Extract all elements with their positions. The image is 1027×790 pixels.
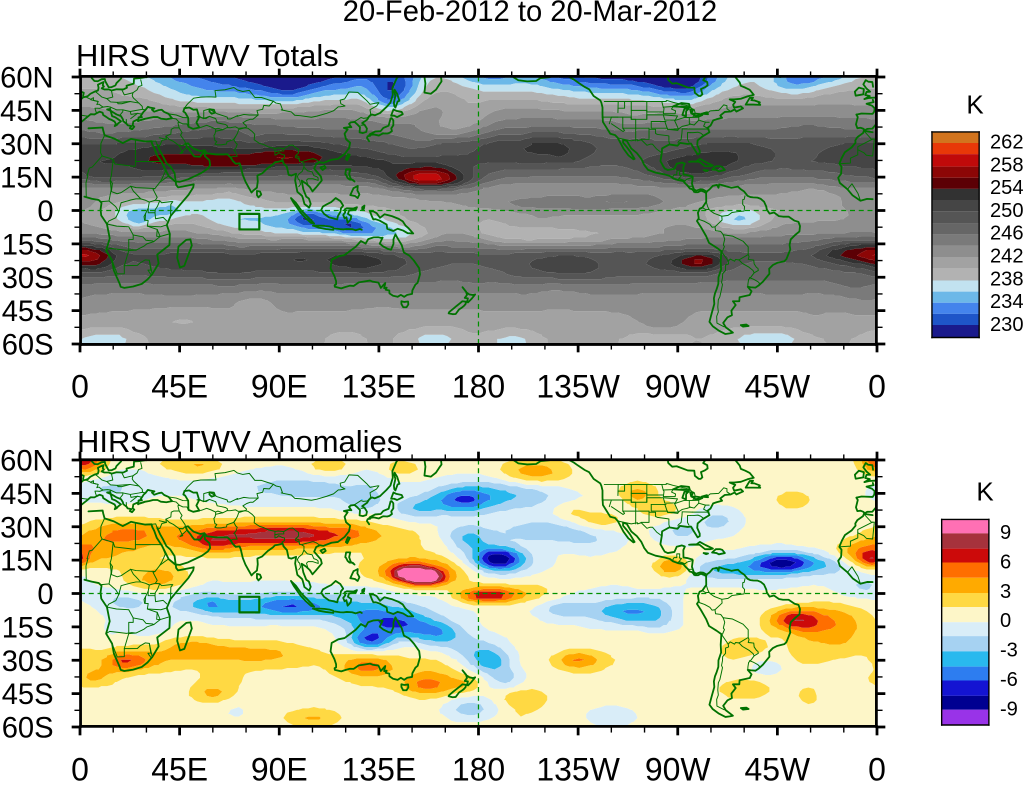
- svg-text:180: 180: [452, 752, 505, 785]
- svg-text:90W: 90W: [645, 752, 712, 785]
- svg-text:234: 234: [990, 291, 1024, 313]
- svg-text:258: 258: [990, 154, 1024, 176]
- svg-text:15N: 15N: [0, 163, 54, 195]
- svg-text:60N: 60N: [0, 446, 54, 478]
- svg-text:30N: 30N: [0, 129, 54, 161]
- svg-text:250: 250: [990, 200, 1024, 222]
- svg-text:6: 6: [1000, 551, 1011, 573]
- svg-text:HIRS UTWV Anomalies: HIRS UTWV Anomalies: [77, 424, 402, 459]
- svg-text:262: 262: [990, 132, 1024, 154]
- svg-text:90E: 90E: [251, 752, 308, 785]
- svg-text:15S: 15S: [2, 612, 54, 644]
- svg-text:30S: 30S: [2, 646, 54, 678]
- svg-text:15N: 15N: [0, 546, 54, 578]
- svg-text:45W: 45W: [745, 369, 812, 405]
- svg-text:HIRS UTWV Totals: HIRS UTWV Totals: [76, 38, 339, 73]
- svg-text:254: 254: [990, 177, 1024, 199]
- svg-text:-3: -3: [1000, 640, 1018, 662]
- svg-text:60N: 60N: [0, 63, 54, 95]
- svg-text:-6: -6: [1000, 669, 1018, 691]
- svg-text:246: 246: [990, 223, 1024, 245]
- svg-text:9: 9: [1000, 522, 1011, 544]
- svg-text:242: 242: [990, 245, 1024, 267]
- svg-text:45E: 45E: [151, 369, 208, 405]
- svg-text:-9: -9: [1000, 698, 1018, 720]
- svg-text:135W: 135W: [536, 752, 620, 785]
- svg-text:45S: 45S: [2, 296, 54, 328]
- svg-text:0: 0: [1000, 610, 1011, 632]
- svg-text:45N: 45N: [0, 96, 54, 128]
- svg-text:0: 0: [71, 752, 89, 785]
- svg-text:K: K: [976, 477, 994, 507]
- svg-text:3: 3: [1000, 581, 1011, 603]
- svg-text:180: 180: [452, 369, 505, 405]
- svg-text:45E: 45E: [151, 752, 208, 785]
- svg-text:30S: 30S: [2, 263, 54, 295]
- svg-text:238: 238: [990, 268, 1024, 290]
- svg-text:45N: 45N: [0, 479, 54, 511]
- svg-text:90W: 90W: [645, 369, 712, 405]
- svg-text:45S: 45S: [2, 679, 54, 711]
- svg-text:0: 0: [868, 369, 886, 405]
- svg-text:20-Feb-2012 to 20-Mar-2012: 20-Feb-2012 to 20-Mar-2012: [343, 0, 717, 28]
- svg-text:135W: 135W: [536, 369, 620, 405]
- svg-text:135E: 135E: [342, 752, 417, 785]
- svg-text:30N: 30N: [0, 512, 54, 544]
- svg-text:90E: 90E: [251, 369, 308, 405]
- svg-text:230: 230: [990, 314, 1024, 336]
- svg-text:15S: 15S: [2, 229, 54, 261]
- svg-text:45W: 45W: [745, 752, 812, 785]
- svg-text:0: 0: [37, 196, 53, 228]
- svg-text:60S: 60S: [2, 330, 54, 362]
- svg-text:0: 0: [868, 752, 886, 785]
- svg-text:60S: 60S: [2, 713, 54, 745]
- svg-text:0: 0: [37, 579, 53, 611]
- svg-text:135E: 135E: [342, 369, 417, 405]
- svg-text:K: K: [966, 90, 984, 120]
- svg-text:0: 0: [71, 369, 89, 405]
